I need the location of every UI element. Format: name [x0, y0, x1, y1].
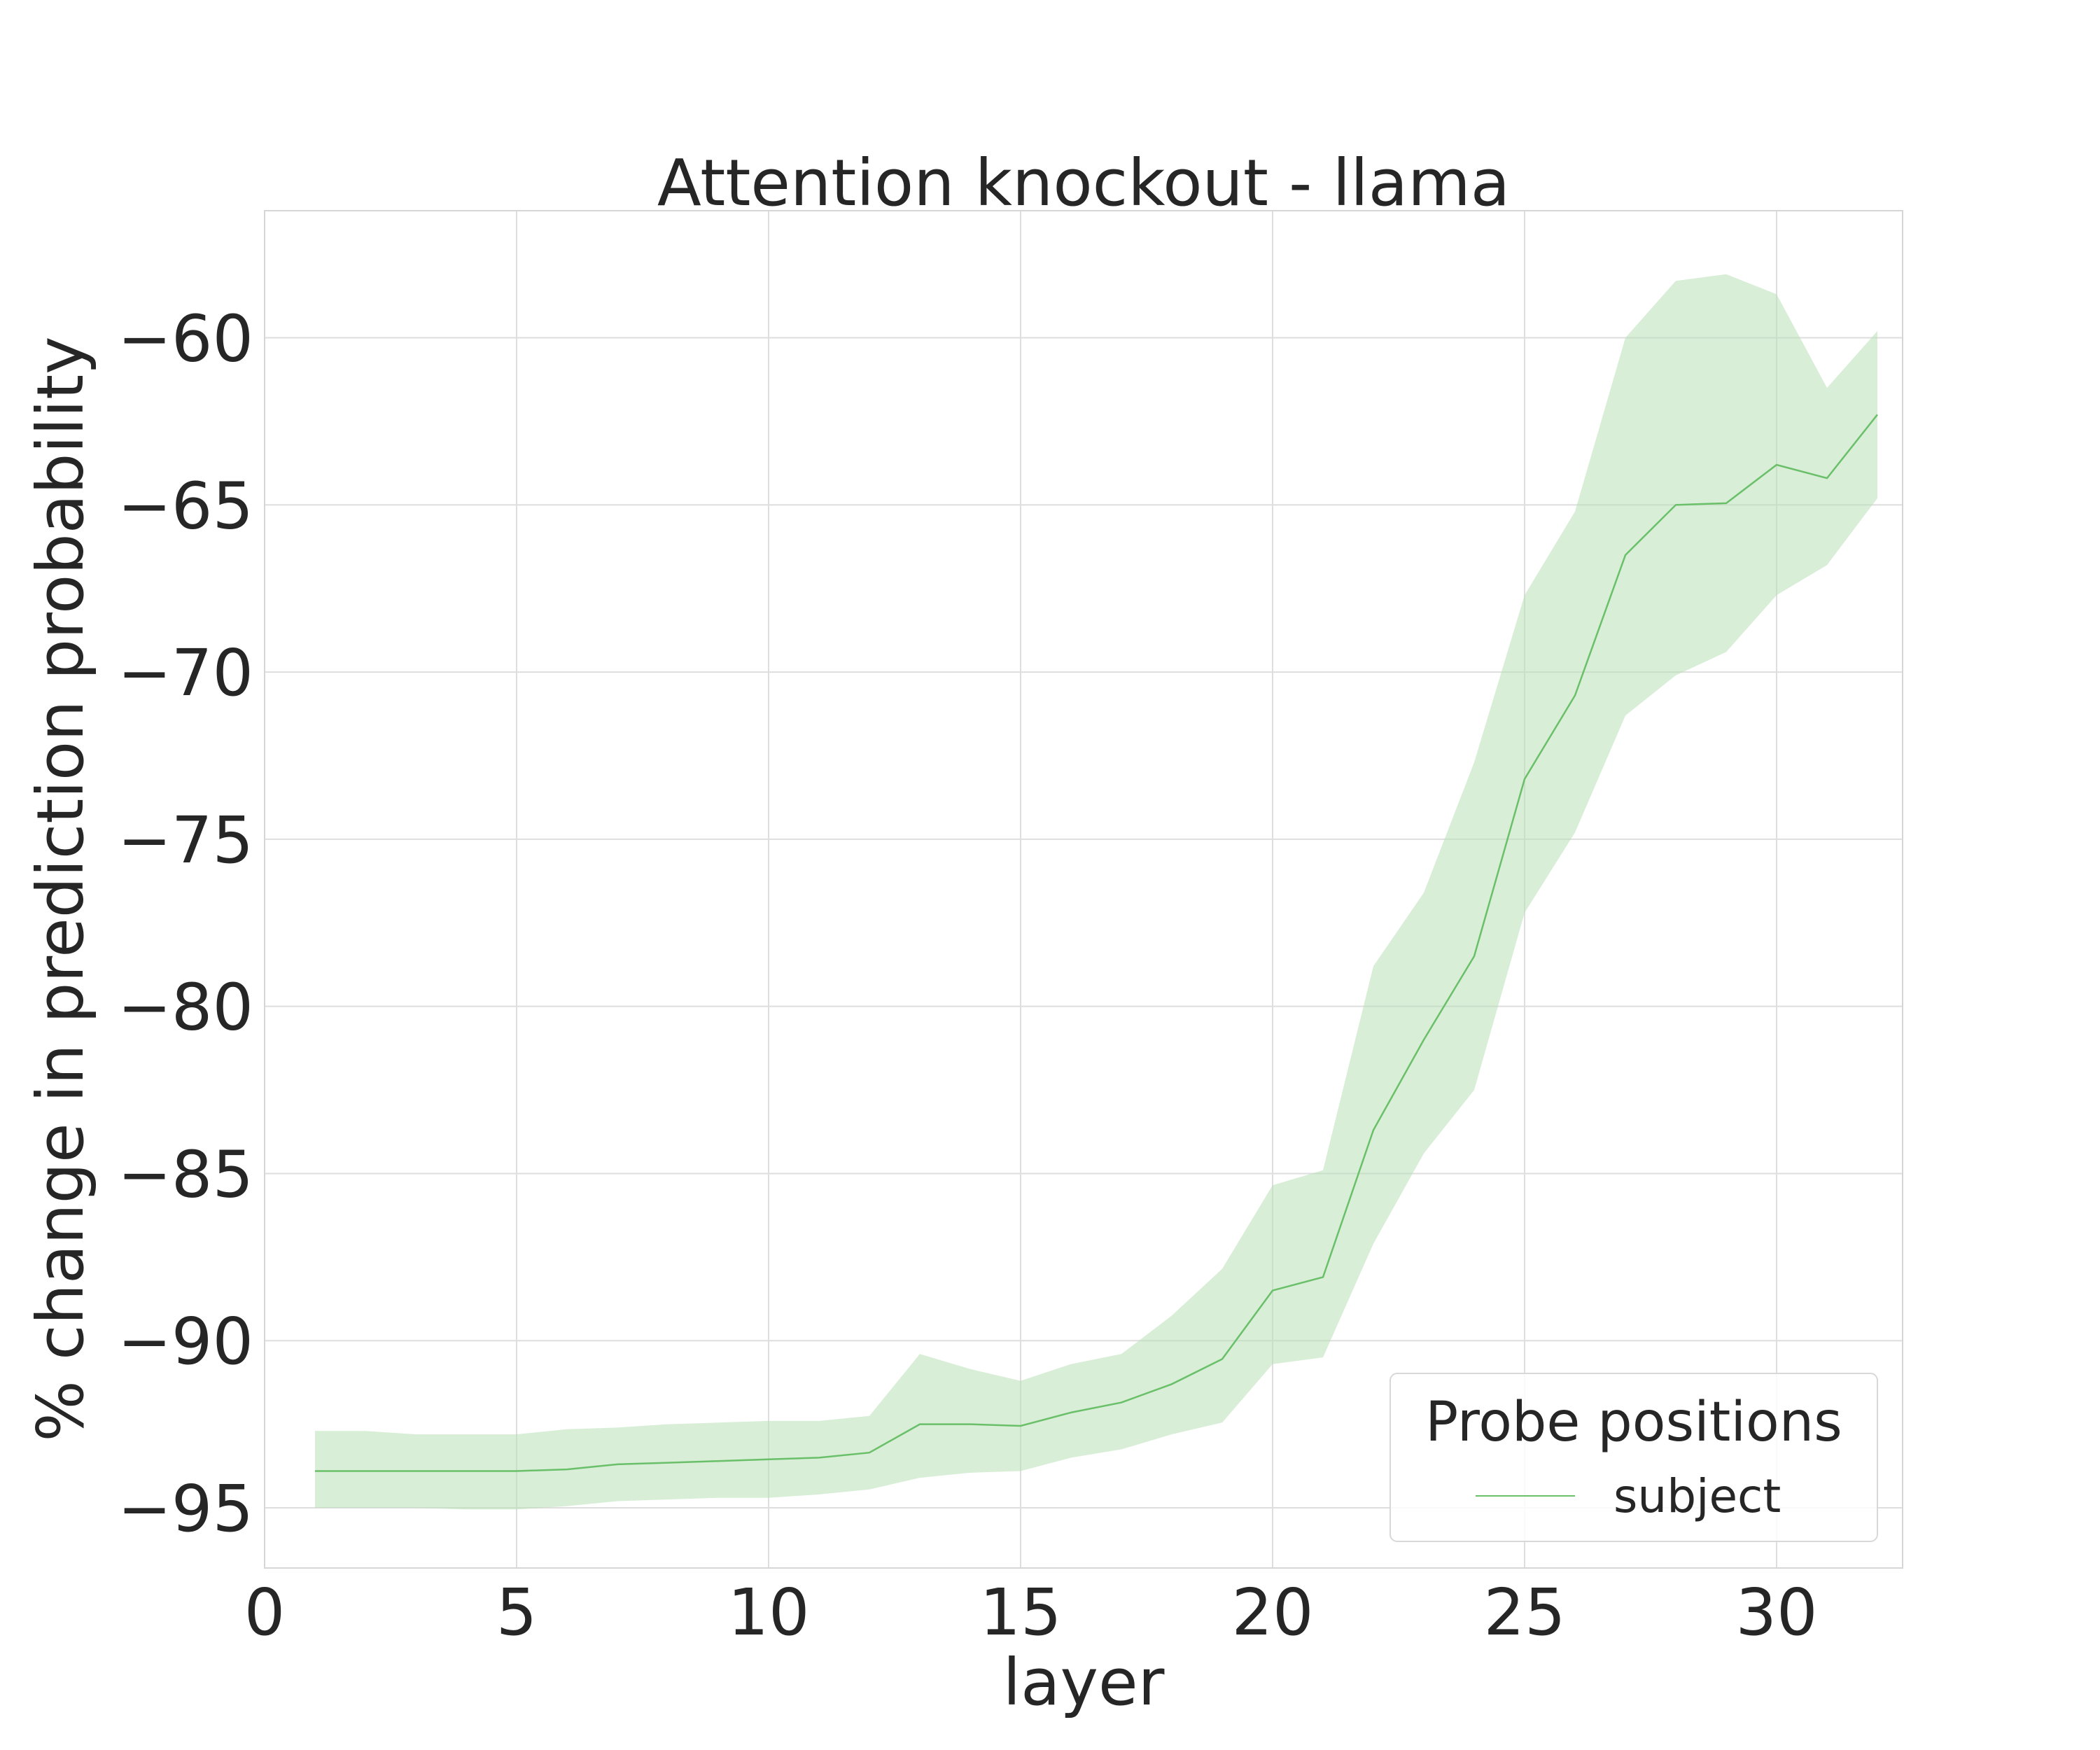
x-tick-labels: 0 5 10 15 20 25 30	[244, 1575, 1818, 1650]
y-tick-label: −75	[118, 803, 253, 878]
x-tick-label: 20	[1231, 1575, 1313, 1650]
plot-frame	[264, 210, 1903, 1569]
x-tick-label: 5	[496, 1575, 538, 1650]
x-tick-label: 15	[979, 1575, 1061, 1650]
x-tick-label: 10	[727, 1575, 809, 1650]
y-axis-label: % change in prediction probability	[23, 336, 98, 1441]
y-tick-label: −95	[118, 1471, 253, 1546]
x-axis-label: layer	[1003, 1645, 1165, 1720]
legend-box	[1390, 1373, 1878, 1542]
subject-series-line	[315, 414, 1878, 1472]
y-tick-labels: −95 −90 −85 −80 −75 −70 −65 −60	[118, 301, 253, 1546]
x-tick-label: 30	[1735, 1575, 1817, 1650]
legend: Probe positions subject	[1390, 1373, 1878, 1542]
y-tick-label: −60	[118, 301, 253, 376]
x-tick-label: 25	[1483, 1575, 1565, 1650]
y-tick-label: −85	[118, 1137, 253, 1212]
y-tick-label: −70	[118, 636, 253, 710]
legend-title: Probe positions	[1425, 1391, 1842, 1454]
legend-label-subject: subject	[1614, 1469, 1781, 1523]
y-tick-label: −90	[118, 1304, 253, 1379]
subject-confidence-band	[315, 274, 1877, 1510]
y-tick-label: −80	[118, 970, 253, 1045]
chart-title: Attention knockout - llama	[657, 146, 1510, 220]
y-tick-label: −65	[118, 468, 253, 543]
x-tick-label: 0	[244, 1575, 286, 1650]
